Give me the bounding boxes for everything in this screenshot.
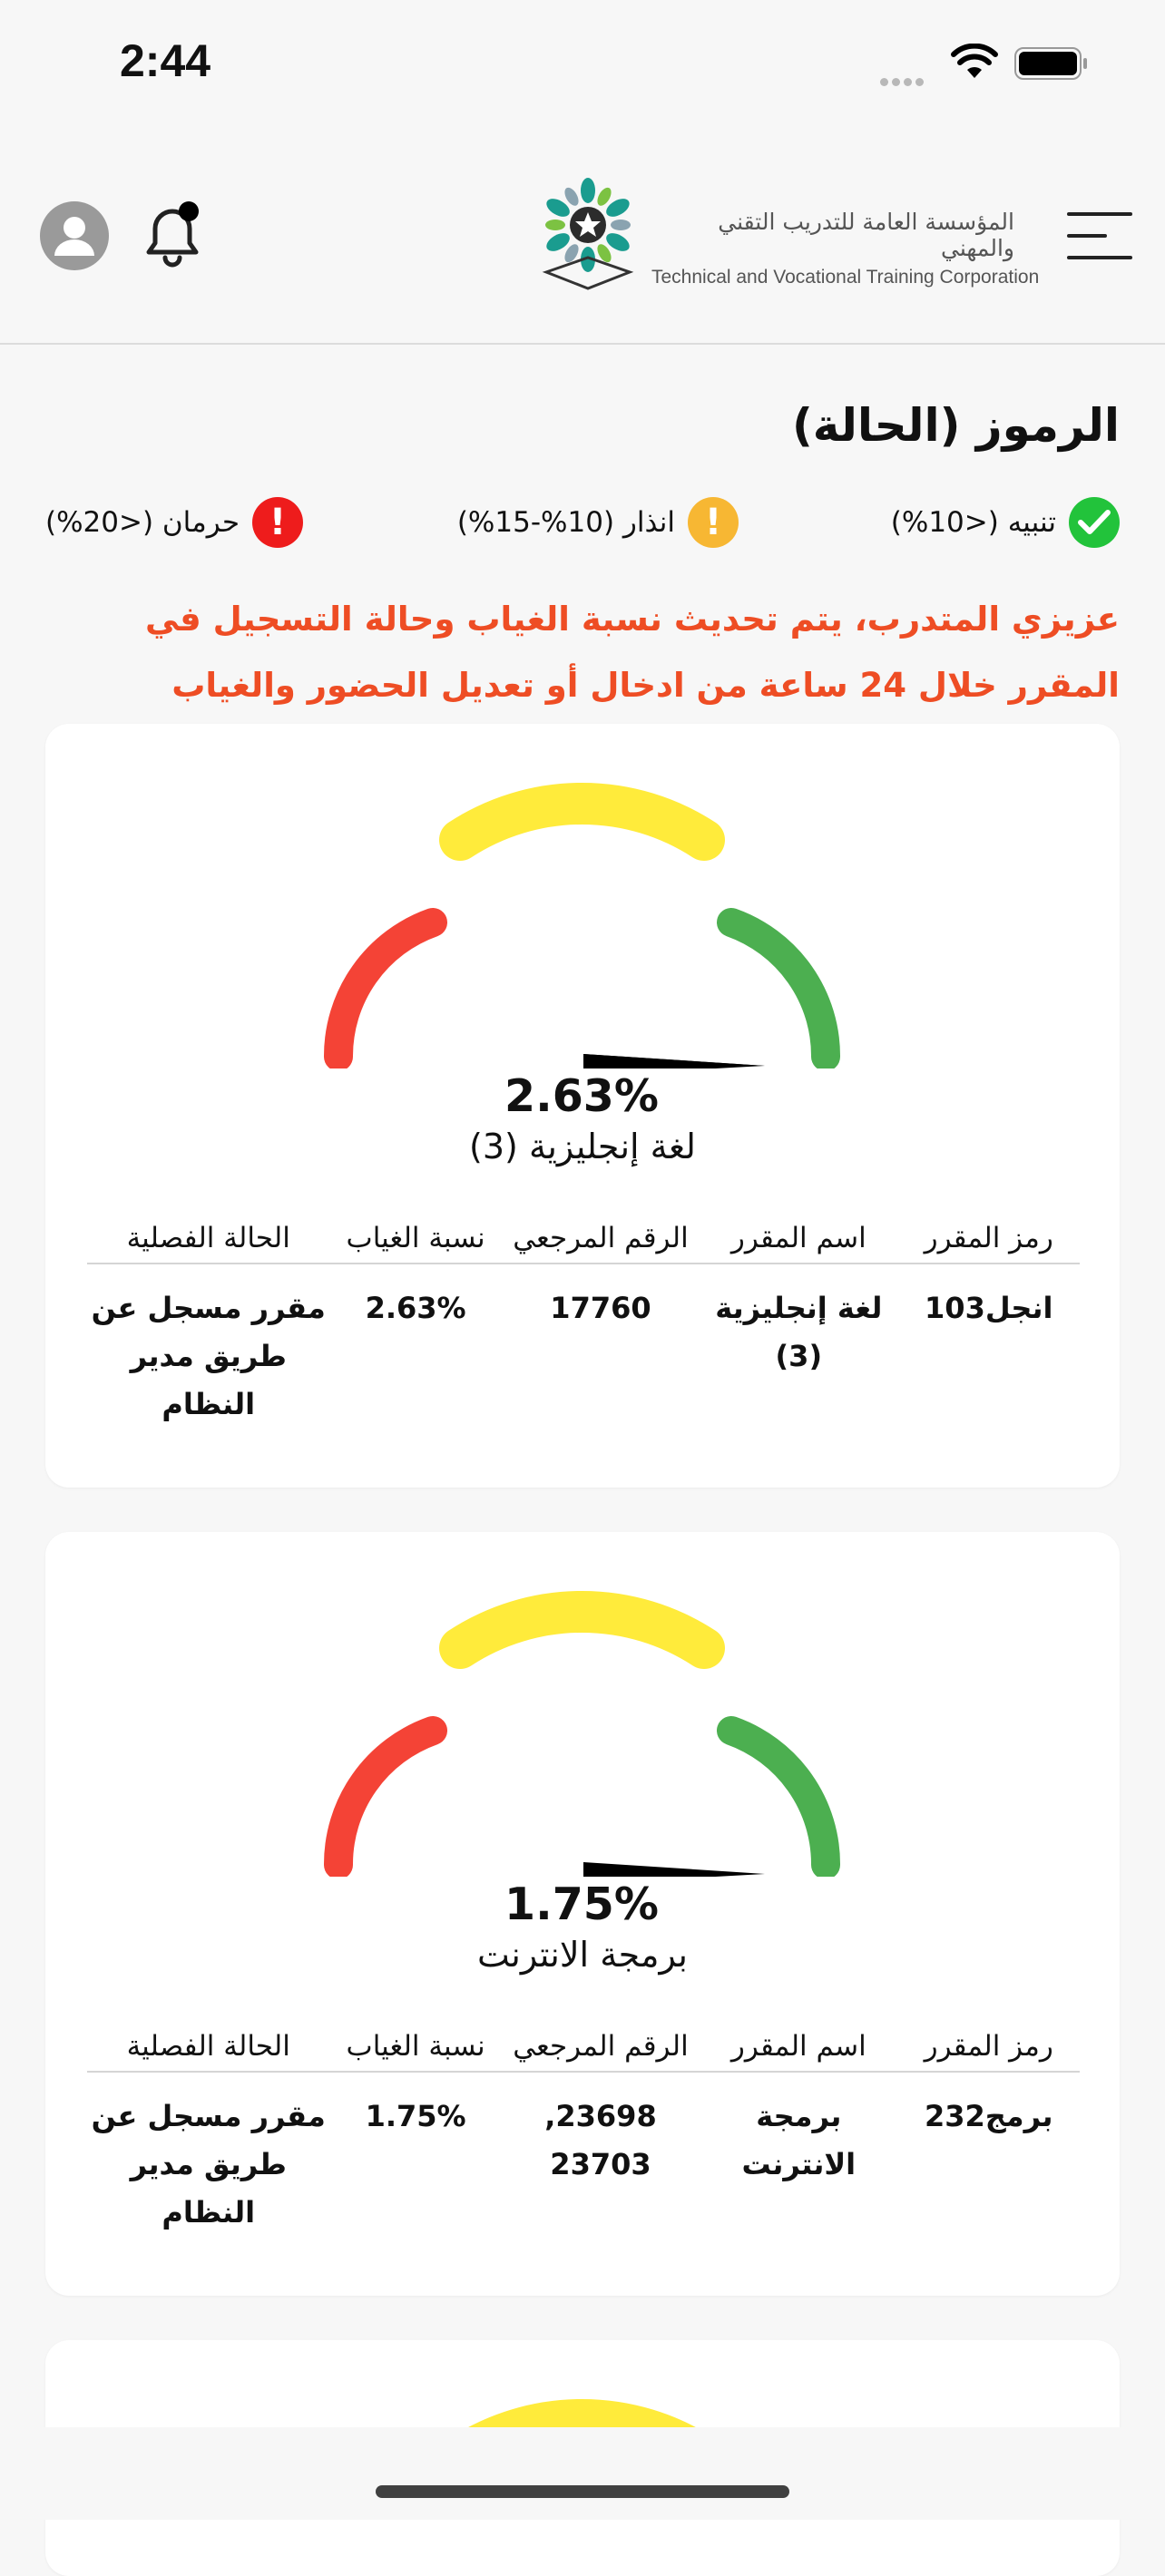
gauge-needle xyxy=(583,1054,765,1068)
absence-gauge xyxy=(323,782,841,1068)
update-notice: عزيزي المتدرب، يتم تحديث نسبة الغياب وحا… xyxy=(145,600,1120,705)
table-row: برمج232 برمجة الانترنت 23698, 23703 1.75… xyxy=(87,2072,1080,2238)
header-absence: نسبة الغياب xyxy=(329,1214,502,1264)
gauge-low-arc xyxy=(323,1716,447,1877)
cell-reference: 23698, 23703 xyxy=(544,2099,657,2181)
user-icon xyxy=(54,217,94,256)
cell-absence: 2.63% xyxy=(365,1291,466,1325)
header-course-name: اسم المقرر xyxy=(700,2022,898,2073)
course-title: لغة إنجليزية (3) xyxy=(469,1127,696,1166)
course-card: 1.75% برمجة الانترنت رمز المقرر اسم المق… xyxy=(45,1532,1120,2296)
legend-label-deprivation: حرمان (<20%) xyxy=(44,506,240,539)
logo-english-text: Technical and Vocational Training Corpor… xyxy=(651,267,1040,288)
gauge-mid-arc xyxy=(439,782,725,861)
cell-course-name: لغة إنجليزية (3) xyxy=(715,1291,883,1373)
checkmark-icon xyxy=(1069,497,1120,548)
cell-status: مقرر مسجل عن طريق مدير النظام xyxy=(91,1291,326,1421)
gauge-low-arc xyxy=(323,908,447,1068)
legend-label-alert: تنبيه (<10%) xyxy=(890,506,1056,539)
hamburger-menu-icon[interactable] xyxy=(1067,209,1132,263)
status-bar: 2:44 xyxy=(0,0,1165,136)
cell-absence: 1.75% xyxy=(365,2099,466,2133)
logo-arabic-text: المؤسسة العامة للتدريب التقني والمهني xyxy=(718,209,1014,261)
header-course-name: اسم المقرر xyxy=(700,1214,898,1264)
course-table: رمز المقرر اسم المقرر الرقم المرجعي نسبة… xyxy=(87,1214,1080,1429)
header-course-code: رمز المقرر xyxy=(897,1214,1080,1264)
header-reference: الرقم المرجعي xyxy=(501,2022,700,2073)
notification-bell-icon[interactable] xyxy=(136,198,209,274)
legend-item-alert: تنبيه (<10%) xyxy=(891,495,1120,550)
header-reference: الرقم المرجعي xyxy=(501,1214,700,1264)
bottom-area xyxy=(0,2427,1165,2520)
gauge-high-arc xyxy=(717,1716,841,1877)
cell-status: مقرر مسجل عن طريق مدير النظام xyxy=(91,2099,326,2230)
cell-course-code: انجل103 xyxy=(925,1291,1053,1325)
course-table: رمز المقرر اسم المقرر الرقم المرجعي نسبة… xyxy=(87,2022,1080,2238)
legend-item-warning: ! انذار (10%-15%) xyxy=(457,495,739,550)
course-card: 2.63% لغة إنجليزية (3) رمز المقرر اسم ال… xyxy=(45,724,1120,1488)
gauge-needle xyxy=(583,1862,765,1877)
cellular-signal-icon xyxy=(880,73,927,90)
warning-exclamation-icon: ! xyxy=(688,497,739,548)
header-course-code: رمز المقرر xyxy=(897,2022,1080,2073)
wifi-icon xyxy=(951,44,998,78)
app-header: المؤسسة العامة للتدريب التقني والمهني Te… xyxy=(0,154,1165,345)
gauge-mid-arc xyxy=(439,1590,725,1669)
cell-course-code: برمج232 xyxy=(924,2099,1053,2133)
cell-reference: 17760 xyxy=(550,1291,651,1325)
legend-item-deprivation: ! حرمان (<20%) xyxy=(45,495,303,550)
battery-icon xyxy=(1014,47,1087,80)
tvtc-logo: المؤسسة العامة للتدريب التقني والمهني Te… xyxy=(534,171,1040,298)
header-status: الحالة الفصلية xyxy=(87,1214,330,1264)
legend-title: الرموز (الحالة) xyxy=(791,399,1120,452)
header-absence: نسبة الغياب xyxy=(329,2022,502,2073)
cell-course-name: برمجة الانترنت xyxy=(741,2099,857,2181)
gauge-high-arc xyxy=(717,908,841,1068)
tvtc-emblem-icon xyxy=(542,178,634,290)
home-indicator[interactable] xyxy=(376,2485,789,2498)
absence-gauge xyxy=(323,1590,841,1877)
table-row: انجل103 لغة إنجليزية (3) 17760 2.63% مقر… xyxy=(87,1264,1080,1429)
legend-label-warning: انذار (10%-15%) xyxy=(456,506,675,539)
header-status: الحالة الفصلية xyxy=(87,2022,330,2073)
absence-percent: 2.63% xyxy=(504,1070,659,1122)
status-time: 2:44 xyxy=(120,35,211,86)
error-exclamation-icon: ! xyxy=(252,497,303,548)
absence-percent: 1.75% xyxy=(504,1878,659,1930)
course-title: برمجة الانترنت xyxy=(476,1935,688,1975)
profile-avatar[interactable] xyxy=(40,201,109,270)
